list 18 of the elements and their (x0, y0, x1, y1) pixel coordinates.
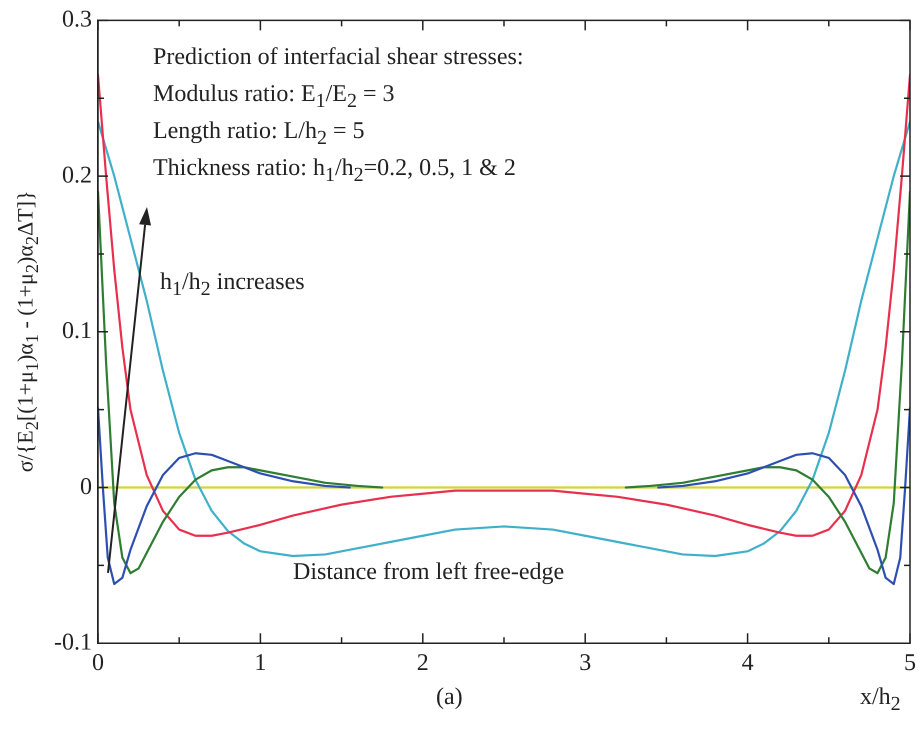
y-tick-label: 0.3 (62, 6, 92, 33)
annotation: Modulus ratio: E$_{1}$/E$_{2}$ = 3 (152, 81, 395, 112)
x-tick-label: 1 (254, 650, 266, 676)
x-tick-label: 2 (416, 650, 429, 676)
y-tick-label: 0.1 (62, 318, 92, 344)
x-tick-label: 5 (904, 650, 916, 676)
annotation: Prediction of interfacial shear stresses: (152, 44, 524, 70)
annotation: Length ratio: L/h$_{2}$ = 5 (152, 118, 364, 150)
y-tick-label: 0 (80, 474, 92, 500)
x-tick-label: 3 (579, 650, 592, 676)
annotation: h$_{1}$/h$_{2}$ increases (160, 269, 305, 300)
text: (a) (436, 684, 463, 710)
y-tick-label: -0.1 (54, 629, 92, 656)
annotation: Distance from left free-edge (292, 559, 564, 586)
y-tick-label: 0.2 (62, 162, 92, 188)
x-axis-title: x/h$_{2}$ (860, 684, 901, 715)
x-tick-label: 4 (742, 650, 754, 676)
annotation: Thickness ratio: h$_{1}$/h$_{2}$=0.2, 0.5, 1 & 2 (152, 155, 516, 186)
